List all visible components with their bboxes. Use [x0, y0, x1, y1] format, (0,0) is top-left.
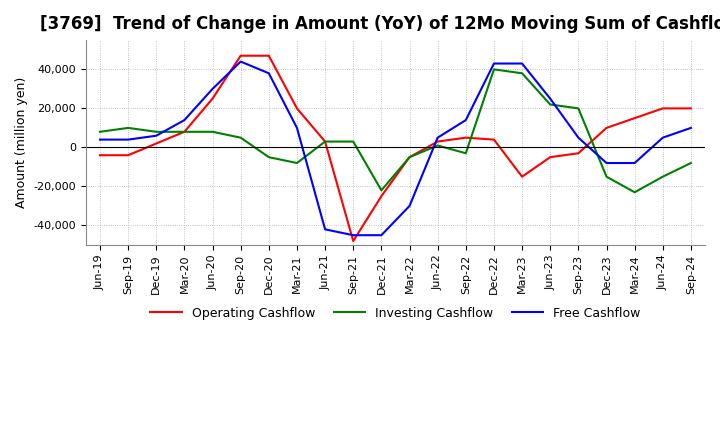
Free Cashflow: [602, 160, 611, 165]
Operating Cashflow: [574, 150, 582, 156]
Investing Cashflow: [602, 174, 611, 180]
Free Cashflow: [630, 160, 639, 165]
Line: Free Cashflow: Free Cashflow: [100, 62, 691, 235]
Operating Cashflow: [152, 141, 161, 146]
Free Cashflow: [349, 233, 358, 238]
Line: Operating Cashflow: Operating Cashflow: [100, 56, 691, 241]
Free Cashflow: [659, 135, 667, 140]
Free Cashflow: [321, 227, 330, 232]
Operating Cashflow: [630, 116, 639, 121]
Free Cashflow: [546, 96, 554, 101]
Operating Cashflow: [659, 106, 667, 111]
Investing Cashflow: [574, 106, 582, 111]
Operating Cashflow: [433, 139, 442, 144]
Operating Cashflow: [321, 139, 330, 144]
Free Cashflow: [264, 71, 273, 76]
Investing Cashflow: [405, 154, 414, 160]
Free Cashflow: [124, 137, 132, 142]
Free Cashflow: [152, 133, 161, 138]
Investing Cashflow: [180, 129, 189, 135]
Investing Cashflow: [546, 102, 554, 107]
Y-axis label: Amount (million yen): Amount (million yen): [15, 77, 28, 208]
Free Cashflow: [96, 137, 104, 142]
Operating Cashflow: [546, 154, 554, 160]
Operating Cashflow: [518, 174, 526, 180]
Free Cashflow: [405, 203, 414, 209]
Investing Cashflow: [152, 129, 161, 135]
Free Cashflow: [180, 117, 189, 123]
Title: [3769]  Trend of Change in Amount (YoY) of 12Mo Moving Sum of Cashflows: [3769] Trend of Change in Amount (YoY) o…: [40, 15, 720, 33]
Operating Cashflow: [349, 238, 358, 244]
Operating Cashflow: [208, 96, 217, 101]
Operating Cashflow: [490, 137, 498, 142]
Investing Cashflow: [518, 71, 526, 76]
Operating Cashflow: [462, 135, 470, 140]
Investing Cashflow: [462, 150, 470, 156]
Investing Cashflow: [208, 129, 217, 135]
Free Cashflow: [208, 86, 217, 92]
Investing Cashflow: [687, 160, 696, 165]
Line: Investing Cashflow: Investing Cashflow: [100, 70, 691, 192]
Free Cashflow: [377, 233, 386, 238]
Operating Cashflow: [180, 129, 189, 135]
Investing Cashflow: [630, 190, 639, 195]
Operating Cashflow: [687, 106, 696, 111]
Free Cashflow: [433, 135, 442, 140]
Operating Cashflow: [292, 106, 301, 111]
Investing Cashflow: [321, 139, 330, 144]
Investing Cashflow: [264, 154, 273, 160]
Operating Cashflow: [264, 53, 273, 59]
Free Cashflow: [518, 61, 526, 66]
Operating Cashflow: [236, 53, 245, 59]
Investing Cashflow: [659, 174, 667, 180]
Operating Cashflow: [405, 154, 414, 160]
Free Cashflow: [490, 61, 498, 66]
Free Cashflow: [236, 59, 245, 64]
Free Cashflow: [462, 117, 470, 123]
Investing Cashflow: [124, 125, 132, 131]
Investing Cashflow: [236, 135, 245, 140]
Operating Cashflow: [124, 153, 132, 158]
Free Cashflow: [687, 125, 696, 131]
Investing Cashflow: [490, 67, 498, 72]
Investing Cashflow: [292, 160, 301, 165]
Operating Cashflow: [602, 125, 611, 131]
Operating Cashflow: [377, 194, 386, 199]
Investing Cashflow: [377, 188, 386, 193]
Legend: Operating Cashflow, Investing Cashflow, Free Cashflow: Operating Cashflow, Investing Cashflow, …: [145, 302, 646, 325]
Investing Cashflow: [96, 129, 104, 135]
Free Cashflow: [292, 125, 301, 131]
Investing Cashflow: [349, 139, 358, 144]
Operating Cashflow: [96, 153, 104, 158]
Investing Cashflow: [433, 143, 442, 148]
Free Cashflow: [574, 135, 582, 140]
